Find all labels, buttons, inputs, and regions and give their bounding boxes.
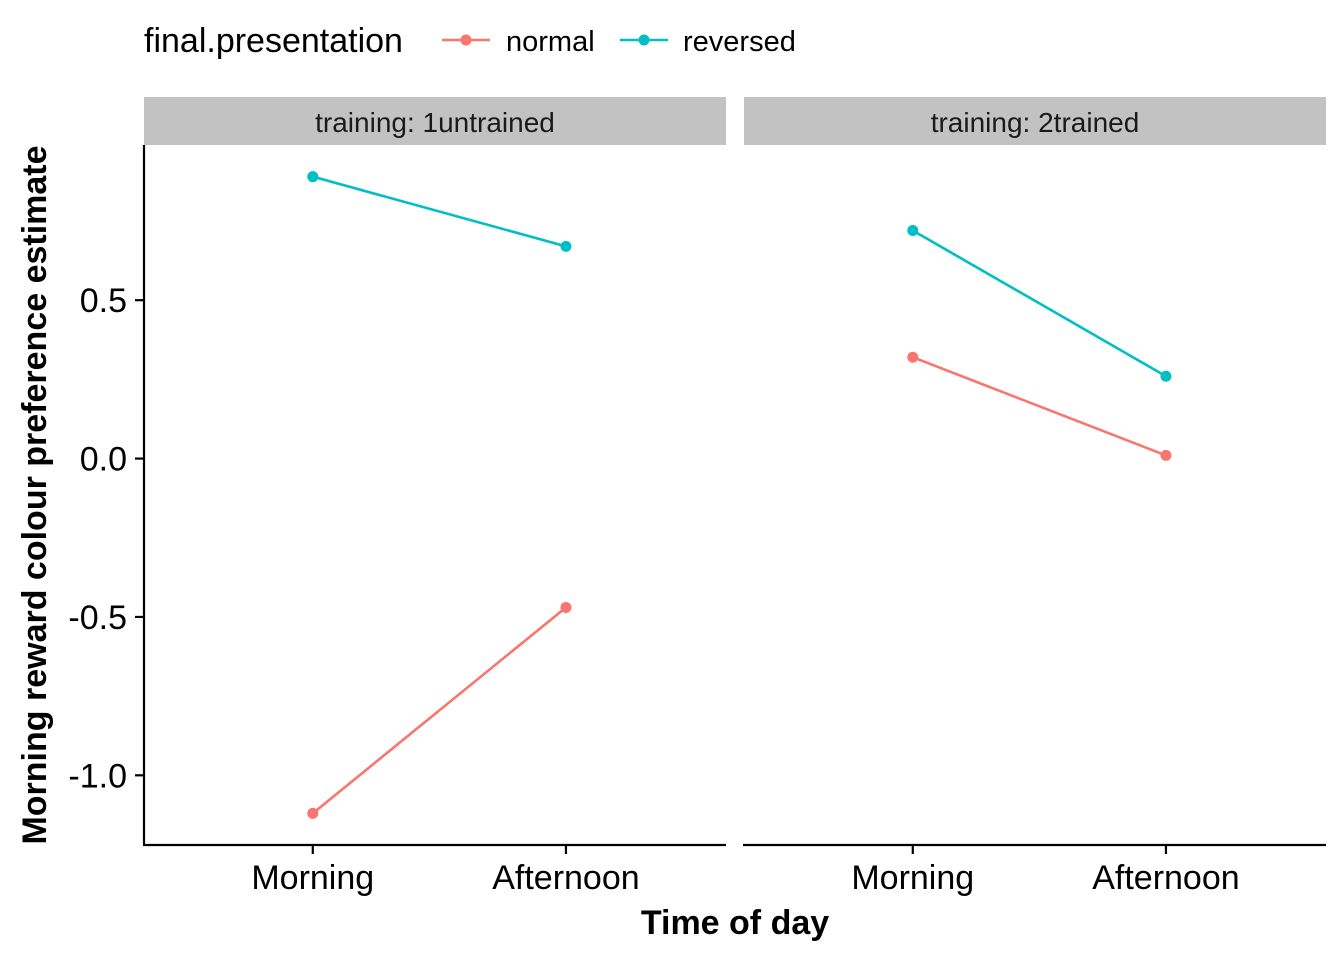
legend-label-normal: normal [506, 26, 595, 58]
series-line-normal-panel-2 [912, 356, 1167, 457]
series-marks-untrained [307, 171, 572, 819]
series-marks-trained [907, 225, 1172, 461]
strip-label-untrained: training: 1untrained [315, 107, 555, 138]
x-ticks-trained: Morning Afternoon [851, 845, 1240, 897]
data-point-normal-afternoon-panel-2 [1160, 449, 1172, 461]
legend-entry-reversed: reversed [620, 26, 796, 58]
y-tick-label-0-5: 0.5 [80, 282, 127, 320]
panel-untrained: training: 1untrained Morning Afternoon [142, 97, 726, 897]
legend-entry-normal: normal [442, 26, 595, 58]
legend-label-reversed: reversed [683, 26, 796, 58]
x-tick-label-morning-panel-1: Morning [251, 859, 374, 897]
y-axis-title: Morning reward colour preference estimat… [16, 145, 54, 844]
y-tick-label--0-5: -0.5 [68, 599, 127, 637]
x-tick-label-afternoon-panel-2: Afternoon [1092, 859, 1239, 897]
legend: final.presentation normal reversed [144, 22, 796, 60]
x-axis-title: Time of day [641, 904, 829, 942]
legend-key-point-reversed [638, 34, 650, 46]
data-point-reversed-afternoon-panel-1 [560, 240, 572, 252]
x-ticks-untrained: Morning Afternoon [251, 845, 640, 897]
data-point-normal-morning-panel-1 [307, 807, 319, 819]
data-point-normal-morning-panel-2 [907, 351, 919, 363]
series-line-normal-panel-1 [311, 606, 567, 815]
data-point-normal-afternoon-panel-1 [560, 601, 572, 613]
data-point-reversed-morning-panel-2 [907, 225, 919, 237]
panel-trained: training: 2trained Morning Afternoon [743, 97, 1326, 897]
data-point-reversed-afternoon-panel-2 [1160, 370, 1172, 382]
x-tick-label-afternoon-panel-1: Afternoon [492, 859, 639, 897]
data-point-reversed-morning-panel-1 [307, 171, 319, 183]
legend-key-point-normal [460, 34, 472, 46]
legend-title: final.presentation [144, 22, 403, 60]
y-tick-label-0-0: 0.0 [80, 441, 127, 479]
y-ticks: -1.0 -0.5 0.0 0.5 [68, 282, 144, 795]
strip-trained [744, 97, 1326, 145]
strip-untrained [144, 97, 726, 145]
series-line-reversed-panel-2 [912, 229, 1167, 378]
strip-label-trained: training: 2trained [931, 107, 1140, 138]
series-line-reversed-panel-1 [312, 175, 567, 248]
x-tick-label-morning-panel-2: Morning [851, 859, 974, 897]
y-tick-label--1-0: -1.0 [68, 757, 127, 795]
